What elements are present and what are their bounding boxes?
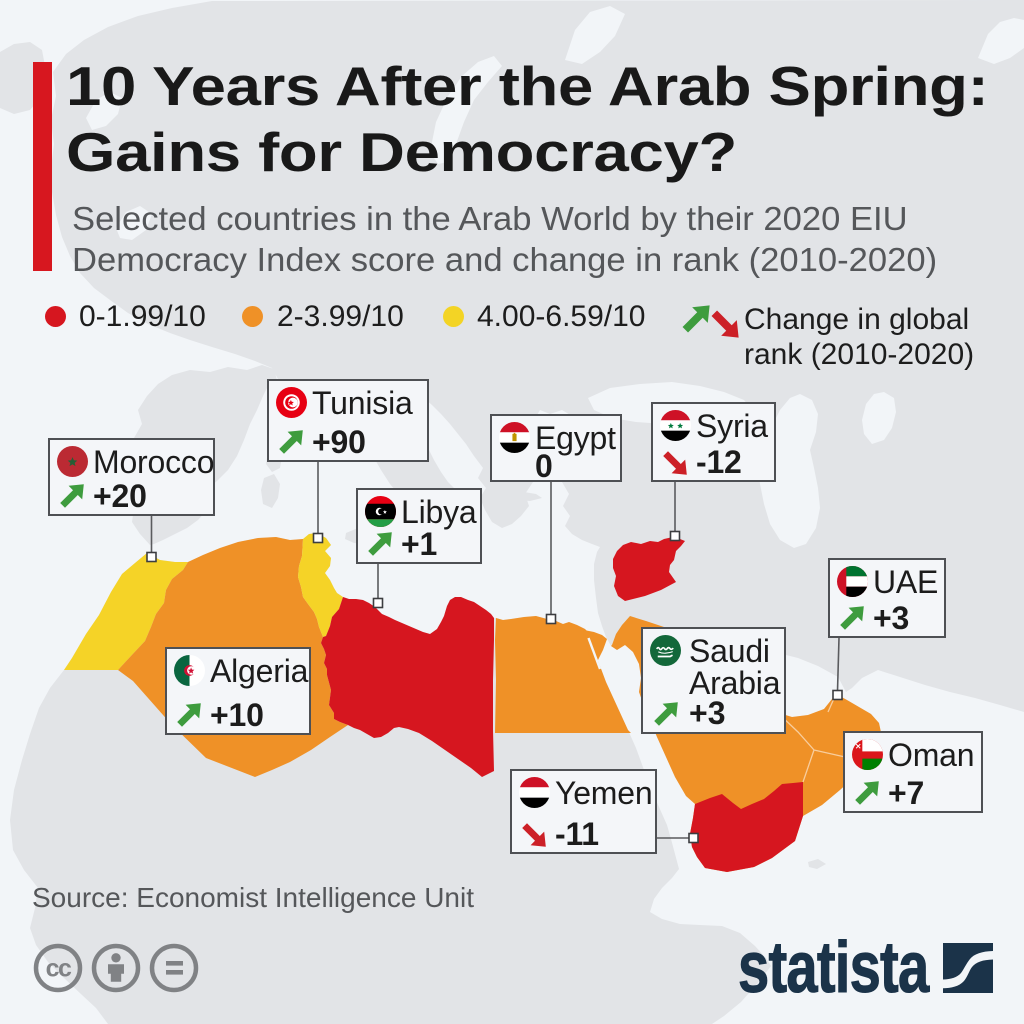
svg-text:cc: cc xyxy=(46,955,72,983)
